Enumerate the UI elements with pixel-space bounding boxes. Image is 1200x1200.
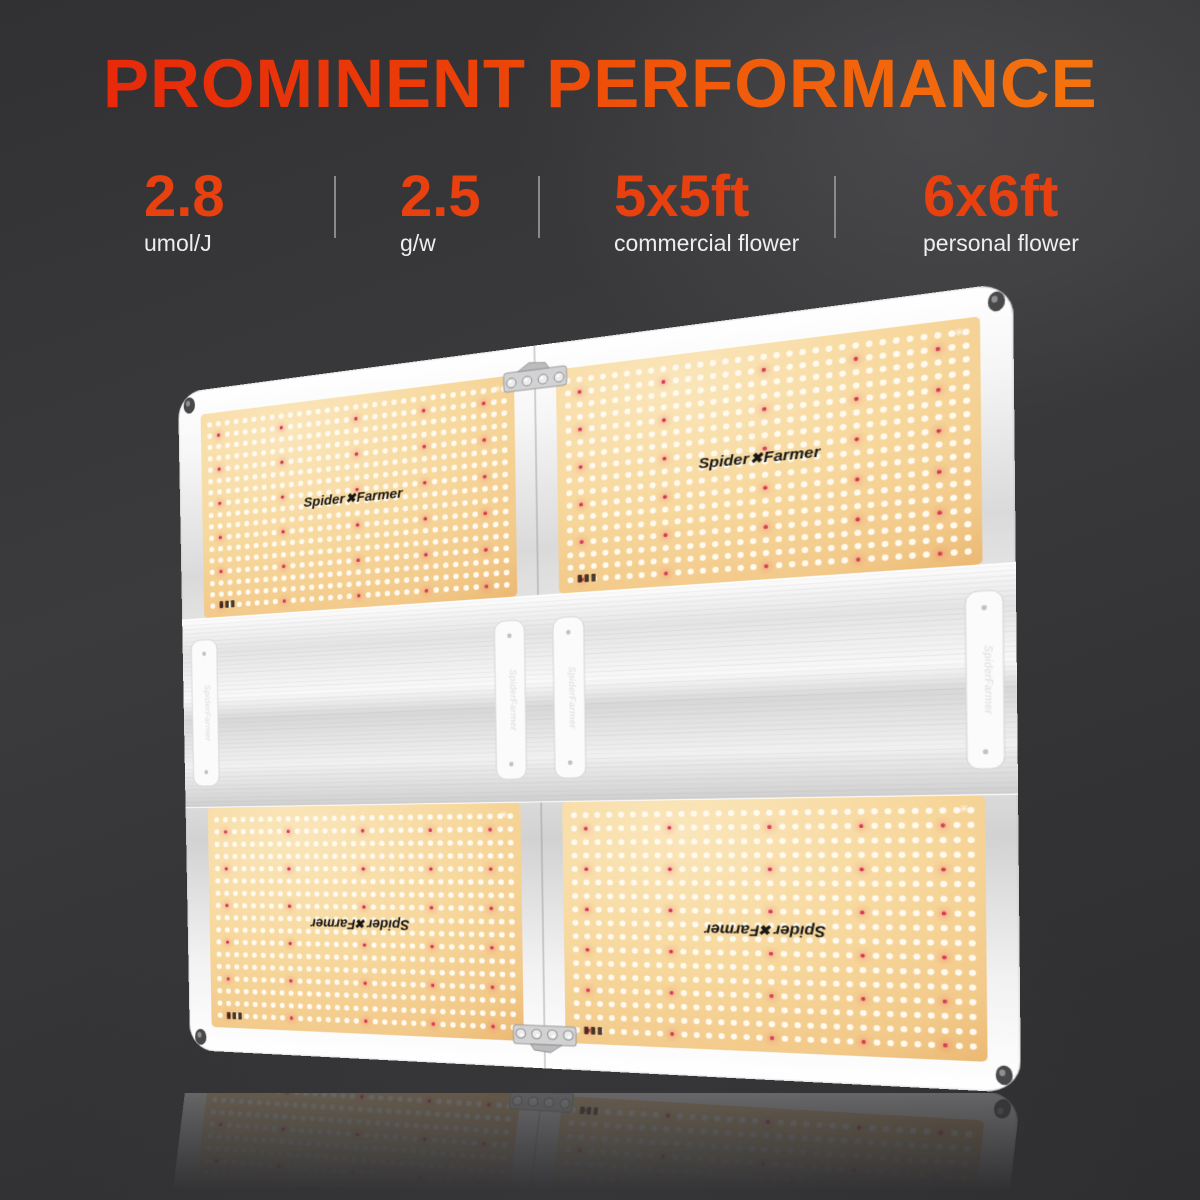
svg-text:✳: ✳ [493,384,501,395]
svg-text:✳: ✳ [959,803,969,815]
svg-text:✳: ✳ [500,810,508,820]
svg-text:✳: ✳ [954,326,964,339]
